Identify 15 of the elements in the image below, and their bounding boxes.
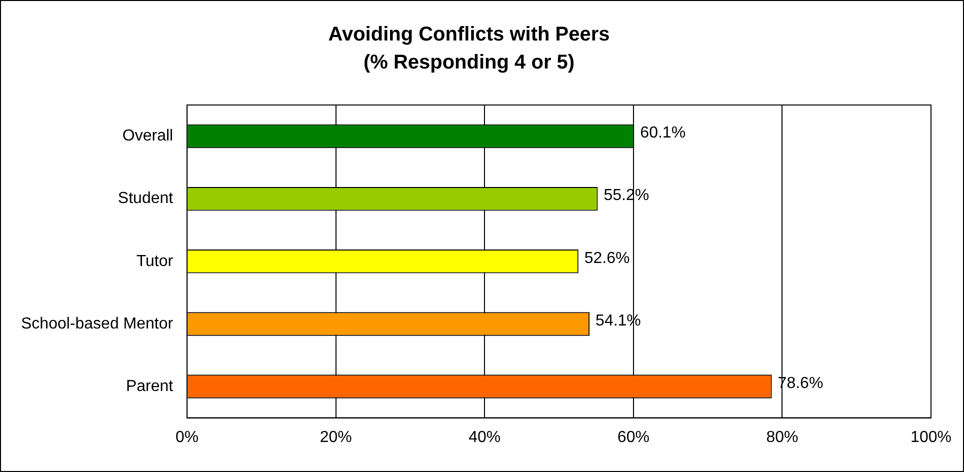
x-tick-label: 60% bbox=[617, 428, 650, 446]
x-tick-label: 40% bbox=[468, 428, 501, 446]
x-tick-label: 80% bbox=[766, 428, 798, 446]
data-label: 60.1% bbox=[640, 124, 686, 142]
chart-title: Avoiding Conflicts with Peers bbox=[328, 24, 610, 46]
y-tick-label: Student bbox=[118, 190, 174, 208]
y-tick-label: School-based Mentor bbox=[20, 315, 174, 332]
chart-subtitle: (% Responding 4 or 5) bbox=[363, 52, 575, 74]
y-tick-label: Tutor bbox=[136, 252, 174, 270]
data-label: 52.6% bbox=[584, 250, 630, 267]
y-tick-label: Parent bbox=[126, 378, 174, 395]
x-tick-label: 20% bbox=[320, 428, 352, 446]
x-tick-label: 0% bbox=[176, 428, 199, 446]
x-tick-label: 100% bbox=[910, 428, 952, 446]
y-tick-label: Overall bbox=[122, 128, 174, 145]
